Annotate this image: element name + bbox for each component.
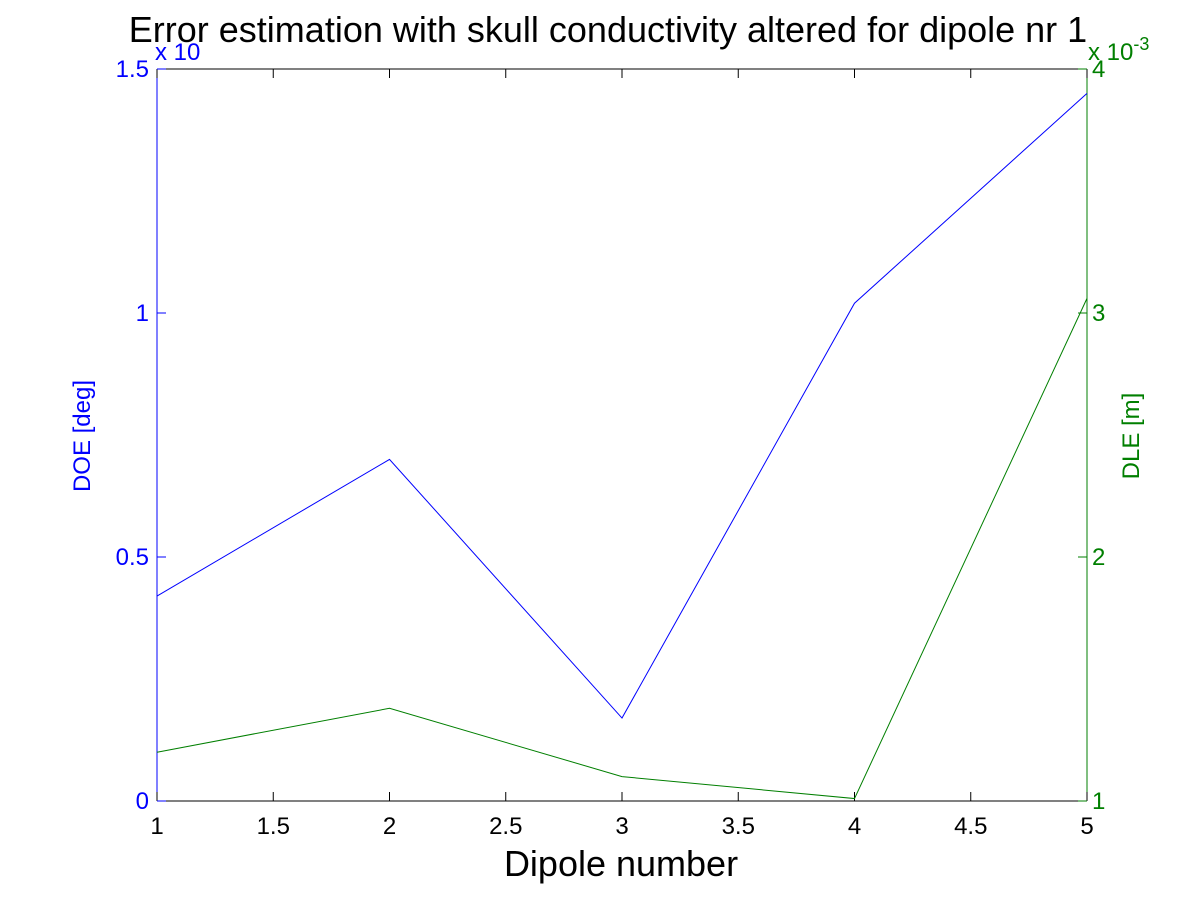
- x-tick-label: 3.5: [722, 813, 755, 840]
- left-axis-label: DOE [deg]: [69, 380, 96, 492]
- right-tick-label: 3: [1092, 300, 1105, 327]
- x-tick-label: 2.5: [489, 813, 522, 840]
- right-tick-label: 2: [1092, 544, 1105, 571]
- right-axis-multiplier-base: x 10: [1088, 39, 1133, 66]
- x-tick-label: 1.5: [257, 813, 290, 840]
- left-tick-label: 1.5: [116, 56, 149, 83]
- right-axis-multiplier-exponent: -3: [1133, 34, 1149, 54]
- x-tick-label: 4.5: [954, 813, 987, 840]
- x-tick-label: 2: [383, 813, 396, 840]
- x-tick-label: 5: [1080, 813, 1093, 840]
- left-axis-multiplier: x 10: [155, 39, 200, 66]
- left-tick-label: 0.5: [116, 544, 149, 571]
- doe-series-line: [156, 93, 1088, 719]
- tick-labels: 1 1.5 2 2.5 3 3.5 4 4.5 5 0 0.5 1 1.5 1 2 3 4: [116, 56, 1106, 840]
- x-axis-label: Dipole number: [504, 843, 738, 884]
- right-tick-label: 1: [1092, 788, 1105, 815]
- dle-series-line: [156, 298, 1088, 800]
- left-tick-label: 0: [136, 788, 149, 815]
- x-tick-label: 3: [615, 813, 628, 840]
- x-tick-label: 4: [848, 813, 861, 840]
- x-tick-label: 1: [150, 813, 163, 840]
- left-tick-label: 1: [136, 300, 149, 327]
- right-axis-label: DLE [m]: [1118, 393, 1145, 480]
- axes: [156, 68, 1088, 802]
- right-axis-multiplier: x 10-3: [1088, 34, 1149, 66]
- chart-title: Error estimation with skull conductivity…: [129, 9, 1087, 50]
- series-lines: [156, 93, 1088, 800]
- right-tick-label: 4: [1092, 56, 1105, 83]
